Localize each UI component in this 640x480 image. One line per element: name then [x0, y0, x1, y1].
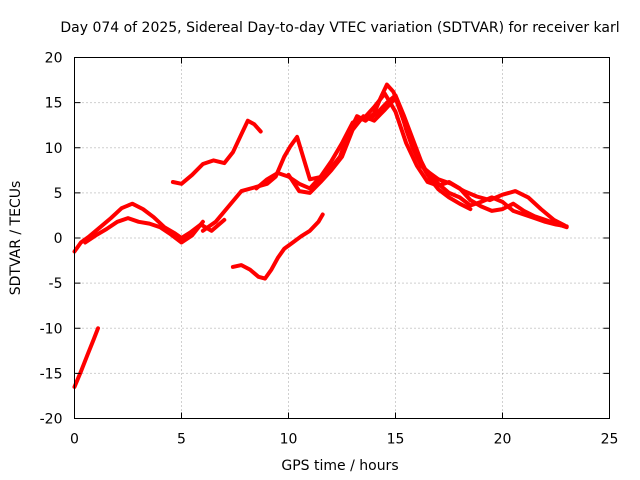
x-tick-label: 15	[387, 432, 405, 448]
y-tick-label: -20	[40, 412, 63, 428]
series-line-arc-late-peak	[367, 93, 473, 212]
x-tick-label: 10	[280, 432, 298, 448]
y-tick-label: 0	[54, 231, 63, 247]
y-tick-label: 10	[45, 141, 63, 157]
y-tick-label: 15	[45, 96, 63, 112]
y-axis-ticks: -20 -15 -10 -5 0 5 10 15 20	[40, 51, 610, 428]
chart-title: Day 074 of 2025, Sidereal Day-to-day VTE…	[60, 20, 619, 36]
x-axis-ticks: 0 5 10 15 20 25	[70, 57, 619, 448]
y-tick-label: -5	[49, 276, 63, 292]
y-tick-label: 20	[45, 51, 63, 67]
series-line-arc-rise-to-peak-b	[254, 91, 569, 230]
x-tick-label: 20	[494, 432, 512, 448]
x-tick-label: 0	[70, 432, 79, 448]
series-line-arc-mid-hump	[170, 118, 263, 186]
series-line-arc-left-hump-b	[83, 216, 205, 245]
series-line-arc-left-hump	[72, 201, 227, 254]
y-tick-label: -10	[40, 321, 63, 337]
grid-lines	[74, 57, 610, 419]
y-tick-label: -15	[40, 366, 63, 382]
y-axis-label: SDTVAR / TECUs	[8, 181, 24, 296]
series-line-arc-early-drop	[72, 326, 100, 389]
y-tick-label: 5	[54, 186, 63, 202]
x-tick-label: 25	[601, 432, 619, 448]
series-traces	[72, 82, 569, 389]
x-tick-label: 5	[177, 432, 186, 448]
x-axis-label: GPS time / hours	[281, 458, 398, 474]
series-line-arc-valley	[230, 212, 325, 281]
